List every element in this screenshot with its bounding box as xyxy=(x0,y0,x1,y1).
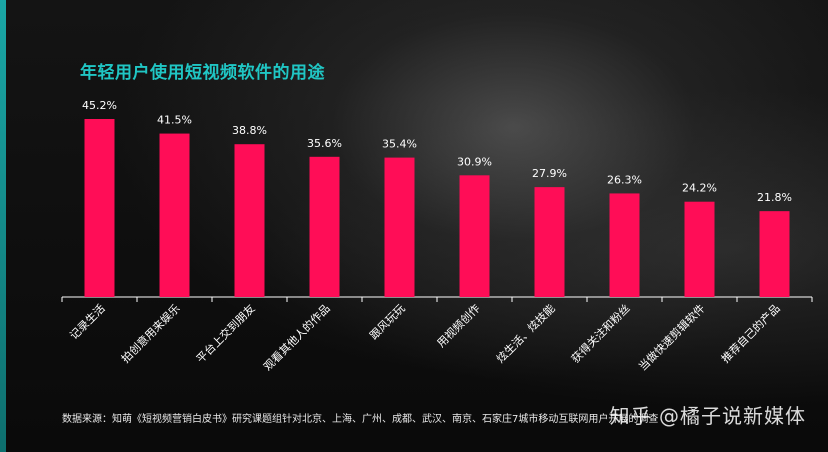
bar xyxy=(684,201,715,297)
category-label: 用视频创作 xyxy=(434,301,483,350)
bar xyxy=(234,144,265,297)
category-label: 观看其他人的作品 xyxy=(260,301,332,373)
data-source-note: 数据来源：知萌《短视频营销白皮书》研究课题组针对北京、上海、广州、成都、武汉、南… xyxy=(62,414,659,425)
bar-value-label: 24.2% xyxy=(682,182,717,195)
bar xyxy=(459,175,490,297)
bar xyxy=(534,187,565,297)
bar-value-label: 21.8% xyxy=(757,191,792,204)
bar xyxy=(609,193,640,297)
category-label: 当做快速剪辑软件 xyxy=(635,301,707,373)
bar-value-label: 45.2% xyxy=(82,99,117,112)
category-label: 拍创意用来娱乐 xyxy=(118,301,182,365)
category-label: 获得关注和粉丝 xyxy=(568,301,632,365)
bar-value-label: 27.9% xyxy=(532,167,567,180)
bar-value-label: 35.6% xyxy=(307,137,342,150)
bar xyxy=(159,133,190,297)
bar-value-label: 41.5% xyxy=(157,114,192,127)
bar xyxy=(309,156,340,297)
bar-value-label: 30.9% xyxy=(457,155,492,168)
accent-bar xyxy=(0,0,6,452)
bar xyxy=(384,157,415,297)
bar-value-label: 26.3% xyxy=(607,173,642,186)
bar xyxy=(759,211,790,297)
bar-value-label: 38.8% xyxy=(232,124,267,137)
category-label: 推荐自己的产品 xyxy=(718,301,782,365)
category-label: 炫生活、炫技能 xyxy=(493,301,557,365)
category-label: 记录生活 xyxy=(67,301,108,342)
category-label: 跟风玩玩 xyxy=(367,302,407,342)
bar-value-label: 35.4% xyxy=(382,138,417,151)
chart-title: 年轻用户使用短视频软件的用途 xyxy=(80,63,325,83)
category-label: 平台上交到朋友 xyxy=(193,301,257,365)
watermark: 知乎 @橘子说新媒体 xyxy=(609,404,806,428)
bar xyxy=(84,119,115,297)
